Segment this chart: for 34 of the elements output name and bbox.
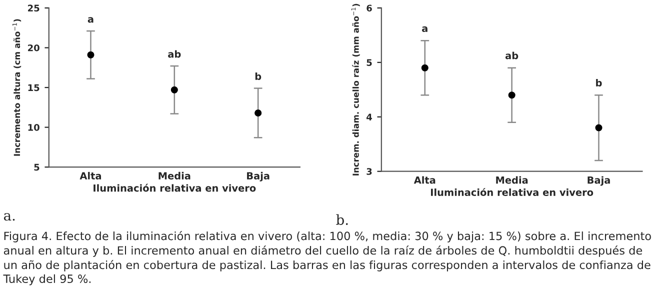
x-axis-title: Iluminación relativa en vivero (94, 184, 256, 192)
y-tick-label: 6 (366, 4, 372, 12)
text: b. (336, 214, 348, 225)
annotation: b (255, 72, 262, 80)
x-tick-label: Alta (414, 176, 436, 184)
x-tick-label: Alta (80, 172, 102, 180)
y-tick-label: 25 (28, 4, 40, 12)
annotation: a (422, 26, 428, 32)
y-tick-label: 15 (28, 84, 40, 92)
text: Figura 4. Efecto de la iluminación relativa en vivero (alta: 100 %, media: 30 % y baja: 15 %) sobre a. El incremento anual en altura y b. El incremento anual en diámetro del cuello de la raíz de árboles de Q. humboldtii después de un año de plantación en cobertura de pastizal. Las barras en las figuras corresponden a intervalos de confianza de Tukey del 95 %. (3, 231, 651, 286)
point (508, 92, 516, 99)
y-tick-label: 5 (366, 59, 372, 66)
y-tick-label: 20 (28, 44, 40, 52)
y-tick-label: 3 (366, 168, 372, 175)
annotation: b (596, 78, 602, 86)
y-axis-title: Incremento altura (cm año$^{−1}$) (12, 19, 22, 156)
point (254, 109, 262, 116)
text: a. (4, 213, 15, 221)
y-tick-label: 4 (366, 114, 372, 120)
annotation: ab (505, 52, 518, 60)
point (87, 51, 94, 58)
x-tick-label: Media (496, 176, 528, 184)
y-tick-label: 5 (34, 164, 40, 171)
point (595, 124, 602, 132)
annotation: ab (168, 50, 181, 58)
x-tick-label: Media (158, 172, 190, 180)
x-tick-label: Baja (247, 172, 270, 182)
y-tick-label: 10 (28, 124, 40, 131)
y-axis-title: Increm. diam. cuello raíz (mm año$^{−1}$) (351, 4, 360, 176)
annotation: a (88, 17, 94, 23)
point (170, 86, 178, 94)
x-axis-title: Iluminación relativa en vivero (431, 188, 594, 196)
point (421, 64, 428, 72)
x-tick-label: Baja (588, 176, 610, 186)
